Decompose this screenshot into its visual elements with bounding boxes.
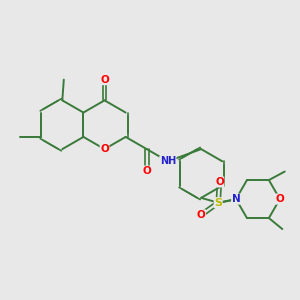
Text: O: O xyxy=(100,144,109,154)
Text: O: O xyxy=(197,210,206,220)
Text: NH: NH xyxy=(160,156,176,166)
Text: O: O xyxy=(100,75,109,85)
Text: O: O xyxy=(275,194,284,204)
Text: O: O xyxy=(142,166,151,176)
Text: N: N xyxy=(232,194,240,204)
Text: O: O xyxy=(215,177,224,187)
Text: S: S xyxy=(214,198,222,208)
